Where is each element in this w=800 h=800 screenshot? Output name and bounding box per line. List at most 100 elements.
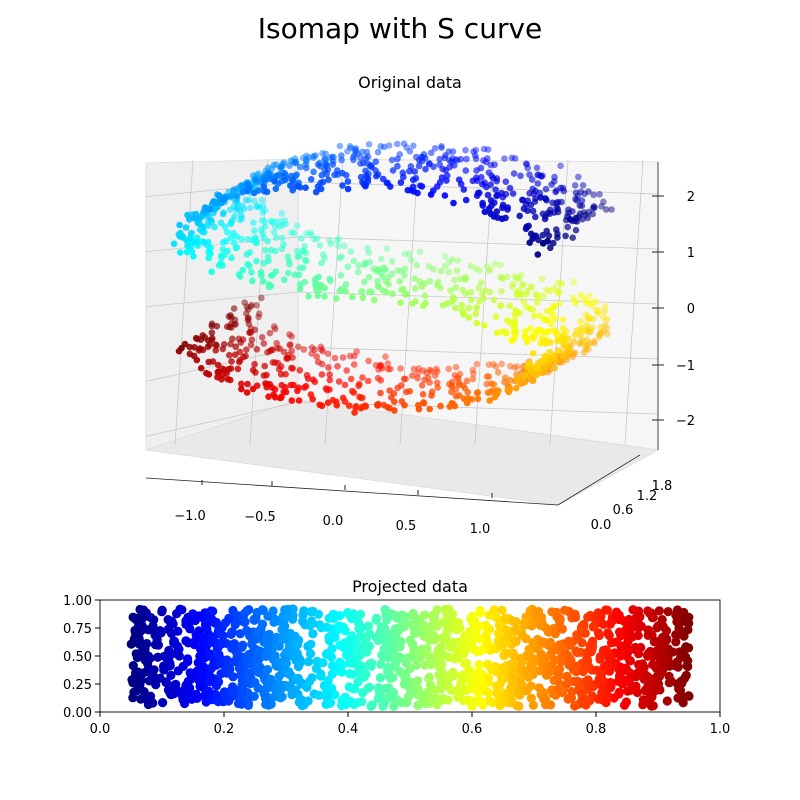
scatter-point-3d	[406, 167, 413, 175]
scatter-point-3d	[309, 376, 317, 384]
scatter-point-2d	[662, 696, 672, 706]
scatter-point-3d	[242, 196, 250, 204]
scatter-point-2d	[303, 696, 313, 706]
scatter-point-3d	[462, 146, 469, 154]
scatter-point-3d	[542, 329, 549, 336]
scatter-point-2d	[227, 627, 237, 637]
scatter-point-3d	[441, 192, 449, 199]
z-tick-label-3d: −1	[676, 359, 695, 374]
scatter-point-2d	[459, 649, 469, 659]
scatter-point-2d	[526, 659, 536, 669]
scatter-point-3d	[231, 351, 239, 359]
y-tick-label-2d: 0.75	[63, 622, 92, 637]
scatter-point-2d	[227, 643, 237, 653]
scatter-point-3d	[484, 146, 492, 153]
scatter-point-2d	[540, 693, 551, 704]
scatter-point-3d	[264, 237, 271, 245]
scatter-point-3d	[572, 195, 579, 203]
scatter-point-3d	[418, 157, 426, 165]
scatter-point-2d	[343, 645, 353, 656]
scatter-point-3d	[295, 343, 302, 351]
scatter-point-3d	[313, 274, 320, 282]
scatter-point-3d	[494, 369, 502, 376]
scatter-point-3d	[513, 375, 520, 383]
scatter-point-3d	[443, 172, 451, 179]
scatter-point-3d	[600, 314, 607, 321]
scatter-point-2d	[411, 677, 421, 688]
plot-projected-data: Projected data 0.0 0.2 0.4 0.6 0.8 1.0 0.00 0.2…	[63, 577, 730, 737]
scatter-point-3d	[243, 346, 250, 354]
scatter-point-2d	[134, 636, 145, 646]
scatter-point-3d	[425, 263, 433, 270]
scatter-point-3d	[241, 299, 248, 307]
scatter-point-3d	[268, 384, 276, 391]
scatter-point-2d	[128, 661, 138, 671]
scatter-point-2d	[426, 659, 436, 670]
scatter-point-3d	[186, 343, 193, 351]
scatter-point-2d	[522, 686, 532, 696]
scatter-point-3d	[519, 196, 526, 204]
scatter-point-3d	[355, 382, 363, 390]
scatter-point-3d	[511, 321, 519, 329]
scatter-point-3d	[213, 200, 220, 207]
scatter-point-2d	[405, 684, 415, 694]
scatter-point-3d	[301, 256, 309, 264]
scatter-point-3d	[540, 316, 548, 323]
grid-line-vertical	[324, 159, 344, 446]
scatter-point-3d	[487, 197, 495, 204]
scatter-point-2d	[555, 617, 565, 627]
scatter-point-3d	[257, 226, 265, 234]
scatter-point-2d	[342, 697, 352, 707]
scatter-point-2d	[429, 613, 439, 623]
scatter-point-3d	[511, 273, 519, 280]
scatter-point-2d	[683, 661, 693, 672]
scatter-point-3d	[339, 169, 346, 177]
scatter-point-2d	[596, 612, 606, 622]
scatter-point-2d	[674, 684, 684, 694]
scatter-point-3d	[497, 302, 505, 309]
scatter-point-3d	[469, 375, 477, 383]
scatter-point-3d	[317, 185, 325, 193]
scatter-point-3d	[296, 285, 304, 293]
scatter-point-2d	[483, 659, 493, 670]
scatter-point-2d	[155, 626, 165, 636]
scatter-point-3d	[318, 402, 326, 410]
scatter-point-3d	[305, 293, 312, 300]
scatter-point-3d	[301, 384, 308, 391]
scatter-point-3d	[311, 236, 318, 243]
scatter-point-2d	[169, 636, 179, 647]
scatter-point-2d	[598, 619, 609, 630]
scatter-point-3d	[219, 345, 227, 353]
scatter-point-2d	[505, 630, 515, 640]
scatter-point-3d	[302, 164, 310, 172]
scatter-point-3d	[176, 221, 183, 229]
scatter-point-2d	[181, 636, 191, 646]
scatter-point-3d	[374, 402, 382, 409]
scatter-point-2d	[659, 656, 669, 667]
scatter-point-3d	[526, 305, 534, 313]
scatter-point-3d	[507, 377, 514, 384]
scatter-point-3d	[584, 326, 592, 333]
scatter-point-3d	[389, 290, 396, 298]
scatter-point-3d	[227, 340, 234, 348]
scatter-point-2d	[674, 625, 684, 635]
scatter-point-3d	[600, 198, 607, 206]
scatter-point-3d	[350, 257, 358, 265]
scatter-point-3d	[289, 186, 297, 194]
scatter-point-2d	[388, 673, 398, 683]
scatter-point-2d	[436, 684, 446, 694]
scatter-point-2d	[247, 639, 257, 649]
scatter-point-3d	[499, 204, 506, 212]
scatter-point-3d	[518, 291, 525, 298]
scatter-point-3d	[493, 177, 501, 185]
scatter-point-3d	[497, 261, 504, 269]
scatter-point-2d	[516, 653, 526, 664]
scatter-point-3d	[452, 363, 460, 371]
scatter-point-3d	[251, 176, 259, 184]
scatter-point-2d	[171, 679, 181, 689]
scatter-point-3d	[286, 331, 293, 338]
scatter-point-3d	[532, 195, 539, 202]
scatter-point-3d	[260, 372, 268, 379]
scatter-point-3d	[291, 271, 299, 279]
